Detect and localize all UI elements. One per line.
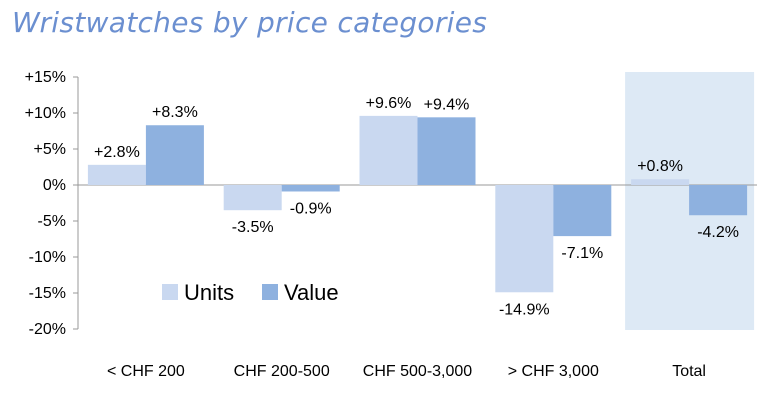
bar-value (689, 185, 748, 216)
category-label: CHF 500-3,000 (363, 363, 472, 380)
data-label-value: -7.1% (561, 245, 603, 262)
legend-label-value: Value (284, 280, 339, 305)
data-label-units: +9.6% (366, 95, 412, 112)
data-label-value: -4.2% (697, 224, 739, 241)
legend-swatch-units (162, 284, 178, 300)
category-label: CHF 200-500 (234, 363, 330, 380)
bar-units (631, 179, 690, 185)
bar-value (553, 185, 612, 237)
y-tick-label: +15% (25, 69, 66, 86)
y-tick-label: +10% (25, 105, 66, 122)
category-label: > CHF 3,000 (508, 363, 599, 380)
y-tick-label: -20% (29, 321, 66, 338)
data-label-value: +8.3% (152, 104, 198, 121)
data-label-value: +9.4% (424, 96, 470, 113)
legend-label-units: Units (184, 280, 234, 305)
chart-title: Wristwatches by price categories (12, 6, 488, 39)
bar-value (281, 185, 340, 192)
bar-units (223, 185, 282, 211)
bar-units (495, 185, 554, 293)
y-tick-label: -15% (29, 285, 66, 302)
data-label-units: +2.8% (94, 144, 140, 161)
y-tick-label: 0% (43, 177, 66, 194)
category-label: Total (672, 363, 706, 380)
legend-swatch-value (262, 284, 278, 300)
y-tick-label: -5% (38, 213, 66, 230)
data-label-units: +0.8% (637, 158, 683, 175)
bar-value (145, 125, 204, 185)
bar-units (359, 115, 418, 185)
data-label-units: -3.5% (232, 219, 274, 236)
category-label: < CHF 200 (107, 363, 185, 380)
y-tick-label: +5% (34, 141, 66, 158)
data-label-units: -14.9% (499, 301, 550, 318)
bar-value (417, 117, 476, 185)
y-tick-label: -10% (29, 249, 66, 266)
data-label-value: -0.9% (290, 200, 332, 217)
bar-units (87, 164, 146, 185)
